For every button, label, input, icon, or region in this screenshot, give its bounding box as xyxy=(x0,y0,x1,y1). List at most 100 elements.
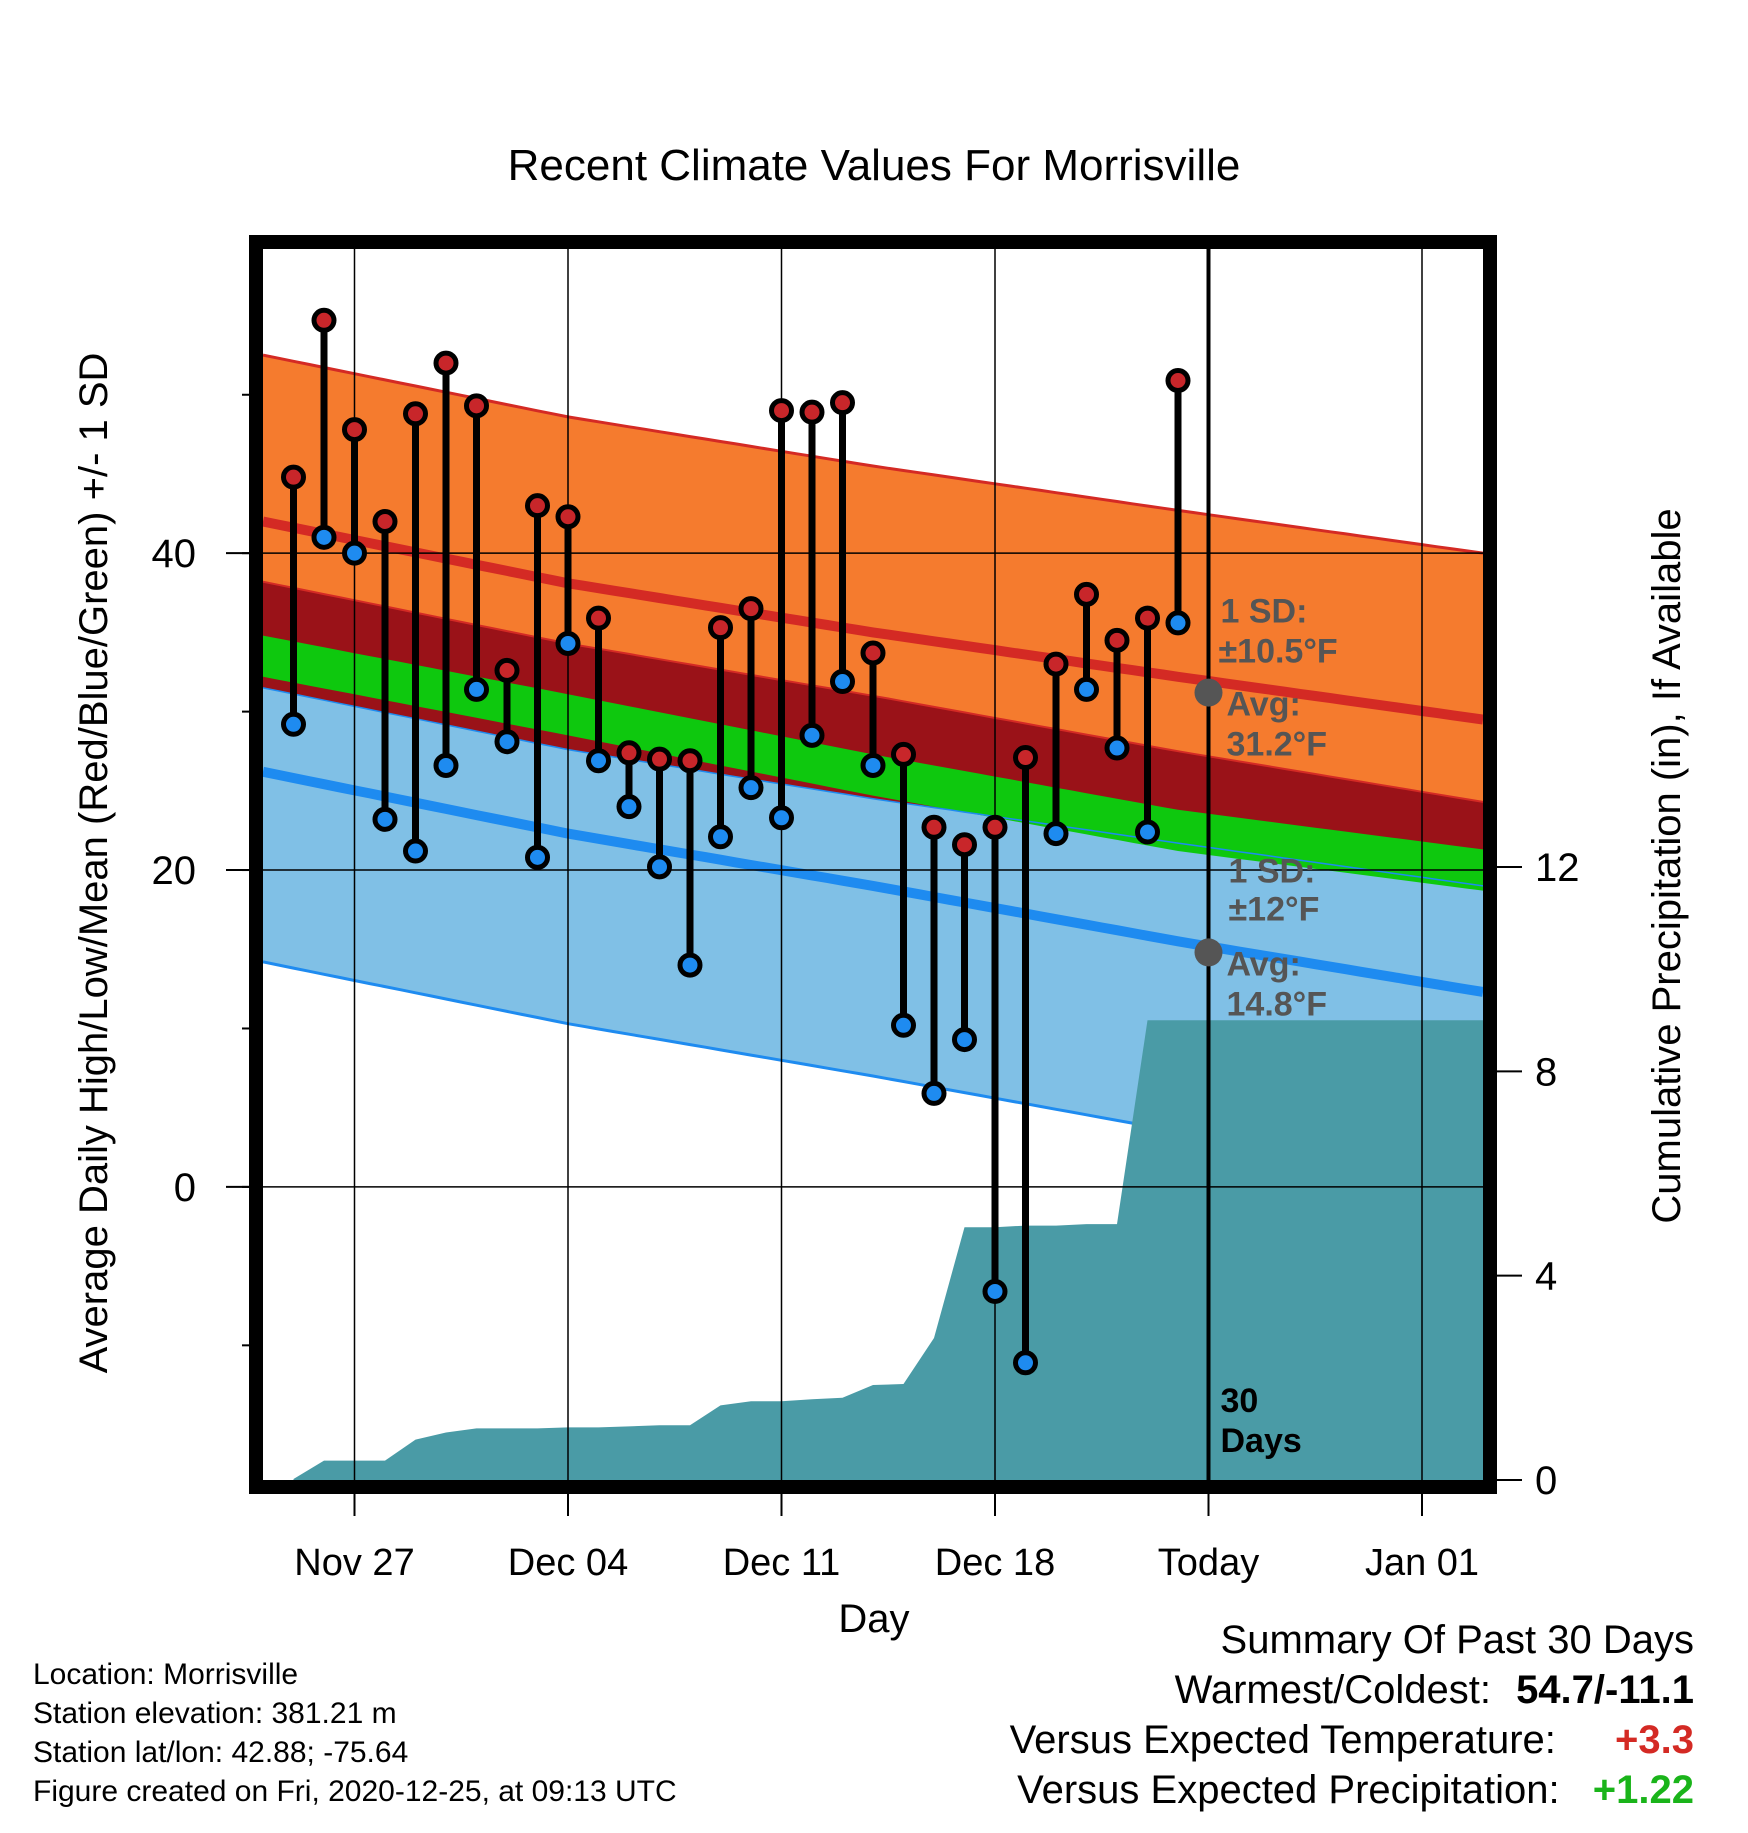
low-point xyxy=(403,838,428,864)
low-point xyxy=(830,669,855,695)
low-avg-value: 14.8°F xyxy=(1227,985,1328,1023)
x-tick-label: Dec 18 xyxy=(935,1542,1055,1584)
low-point xyxy=(708,824,733,850)
high-point xyxy=(982,814,1008,840)
x-axis-title: Day xyxy=(838,1597,909,1641)
high-point xyxy=(1074,581,1099,607)
low-point xyxy=(433,752,459,778)
x-tick-label: Jan 01 xyxy=(1365,1542,1479,1584)
low-point xyxy=(921,1080,947,1106)
precip-value: +1.22 xyxy=(1592,1768,1694,1812)
high-point xyxy=(891,741,916,767)
low-point xyxy=(1104,735,1130,761)
summary-precip: Versus Expected Precipitation: +1.22 xyxy=(1010,1765,1694,1815)
x-tick-label: Dec 11 xyxy=(723,1542,841,1584)
low-point xyxy=(1074,676,1099,702)
y2-tick-label: 0 xyxy=(1535,1459,1557,1503)
low-point xyxy=(1135,819,1160,845)
temp-label: Versus Expected Temperature: xyxy=(1009,1718,1556,1762)
low-point xyxy=(891,1012,916,1038)
high-point xyxy=(1135,605,1160,631)
low-point xyxy=(342,540,367,566)
high-point xyxy=(647,746,672,772)
station-info: Location: Morrisville Station elevation:… xyxy=(33,1655,677,1811)
summary-title: Summary Of Past 30 Days xyxy=(1220,1618,1694,1662)
low-point xyxy=(769,805,794,831)
high-avg-value: 31.2°F xyxy=(1227,726,1328,764)
plot-area xyxy=(263,249,1483,1480)
low-point xyxy=(799,722,825,748)
location-text: Location: Morrisville xyxy=(33,1658,299,1691)
period-label-days: Days xyxy=(1221,1422,1302,1460)
summary-warm-cold: Warmest/Coldest: 54.7/-11.1 xyxy=(1010,1665,1694,1715)
precip-label: Versus Expected Precipitation: xyxy=(1017,1768,1560,1812)
low-point xyxy=(1165,610,1191,636)
high-point xyxy=(921,814,947,840)
chart-title: Recent Climate Values For Morrisville xyxy=(508,141,1241,190)
y-tick-label: 40 xyxy=(152,532,197,576)
y2-tick-label: 12 xyxy=(1535,846,1580,890)
precip-area xyxy=(293,1020,1483,1480)
high-upper-edge xyxy=(263,353,1483,555)
high-point xyxy=(403,401,428,427)
high-point xyxy=(738,596,764,622)
high-point xyxy=(1043,651,1069,677)
low-point xyxy=(616,794,642,820)
low-point xyxy=(464,676,489,702)
summary-temp: Versus Expected Temperature: +3.3 xyxy=(1010,1715,1694,1765)
high-point xyxy=(860,640,886,666)
y2-axis-title: Cumulative Precipitation (in), If Availa… xyxy=(1645,508,1689,1223)
low-point xyxy=(525,844,550,870)
high-point xyxy=(1013,745,1038,771)
high-point xyxy=(830,390,855,416)
high-point xyxy=(799,399,825,425)
created-text: Figure created on Fri, 2020-12-25, at 09… xyxy=(33,1775,677,1808)
low-point xyxy=(1013,1350,1038,1376)
high-point xyxy=(1104,627,1130,653)
plot-frame xyxy=(249,235,1497,1494)
low-point xyxy=(281,711,306,737)
low-avg-marker xyxy=(1194,938,1223,967)
y-axis-title: Average Daily High/Low/Mean (Red/Blue/Gr… xyxy=(72,353,116,1374)
high-avg-marker xyxy=(1194,678,1223,707)
high-point xyxy=(372,508,398,534)
low-point xyxy=(860,752,886,778)
y2-tick-label: 4 xyxy=(1535,1255,1557,1299)
low-point xyxy=(952,1027,977,1053)
high-avg-line xyxy=(263,516,1483,725)
high-point xyxy=(311,307,337,333)
x-tick-label: Today xyxy=(1158,1542,1259,1584)
warm-cold-label: Warmest/Coldest: xyxy=(1174,1668,1491,1712)
high-lower-edge xyxy=(263,687,1483,887)
low-point xyxy=(738,775,764,801)
high-point xyxy=(616,740,642,766)
x-tick-label: Nov 27 xyxy=(294,1542,414,1584)
low-avg-line xyxy=(263,766,1483,997)
low-point xyxy=(647,854,672,880)
high-point xyxy=(342,417,367,443)
low-point xyxy=(677,952,703,978)
low-point xyxy=(555,630,581,656)
high-point xyxy=(677,748,703,774)
high-sd-value: ±10.5°F xyxy=(1219,633,1338,671)
low-point xyxy=(372,806,398,832)
elevation-text: Station elevation: 381.21 m xyxy=(33,1697,397,1730)
x-tick-label: Dec 04 xyxy=(508,1542,628,1584)
low-point xyxy=(494,729,520,755)
high-point xyxy=(433,350,459,376)
high-avg-label: Avg: xyxy=(1227,686,1301,724)
y2-tick-label: 8 xyxy=(1535,1050,1557,1094)
low-sd-value: ±12°F xyxy=(1229,890,1320,928)
latlon-text: Station lat/lon: 42.88; -75.64 xyxy=(33,1736,409,1769)
low-point xyxy=(586,748,611,774)
temp-value: +3.3 xyxy=(1615,1718,1694,1762)
warm-cold-value: 54.7/-11.1 xyxy=(1516,1668,1694,1712)
low-point xyxy=(982,1278,1008,1304)
y-tick-label: 0 xyxy=(174,1166,196,1210)
high-point xyxy=(555,504,581,530)
y-tick-label: 20 xyxy=(152,849,197,893)
low-point xyxy=(311,524,337,550)
high-point xyxy=(769,398,794,424)
